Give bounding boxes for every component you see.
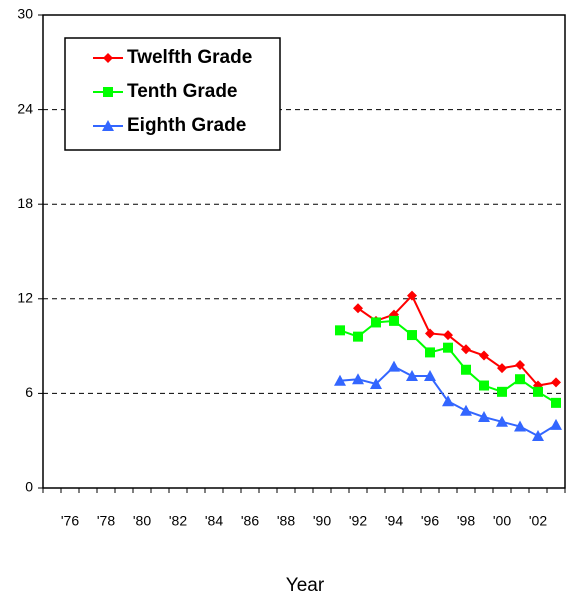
data-point xyxy=(425,347,435,358)
x-tick-label: '02 xyxy=(529,513,547,529)
x-tick-label: '90 xyxy=(313,513,331,529)
x-axis-label: Year xyxy=(286,575,325,596)
y-tick-label: 18 xyxy=(17,195,33,211)
data-point xyxy=(353,303,363,314)
y-tick-label: 0 xyxy=(25,479,33,495)
data-point xyxy=(478,411,490,423)
data-point xyxy=(352,373,364,385)
x-tick-label: '98 xyxy=(457,513,475,529)
data-point xyxy=(424,370,436,382)
x-tick-label: '94 xyxy=(385,513,403,529)
data-point xyxy=(407,330,417,341)
x-tick-label: '86 xyxy=(241,513,259,529)
data-point xyxy=(496,415,508,427)
data-point xyxy=(388,360,400,372)
data-point xyxy=(479,380,489,391)
legend-box xyxy=(64,37,281,151)
y-tick-label: 24 xyxy=(17,100,33,116)
data-point xyxy=(515,360,525,371)
data-point xyxy=(334,374,346,386)
x-tick-label: '00 xyxy=(493,513,511,529)
legend-label: Tenth Grade xyxy=(127,81,238,102)
data-point xyxy=(406,370,418,382)
data-point xyxy=(353,331,363,342)
data-point xyxy=(551,397,561,408)
data-point xyxy=(515,374,525,385)
legend-marker xyxy=(103,53,113,63)
data-point xyxy=(407,290,417,301)
x-tick-label: '82 xyxy=(169,513,187,529)
y-tick-label: 12 xyxy=(17,290,33,306)
legend-label: Twelfth Grade xyxy=(127,47,252,68)
data-point xyxy=(371,317,381,328)
data-point xyxy=(497,386,507,397)
data-point xyxy=(497,363,507,374)
y-tick-label: 6 xyxy=(25,384,33,400)
x-tick-label: '96 xyxy=(421,513,439,529)
data-point xyxy=(425,328,435,339)
data-point xyxy=(442,395,454,407)
legend-marker xyxy=(102,120,114,131)
x-tick-label: '76 xyxy=(61,513,79,529)
data-point xyxy=(335,325,345,336)
data-point xyxy=(370,377,382,389)
plot-frame xyxy=(42,14,566,489)
y-tick-label: 30 xyxy=(17,6,33,22)
data-point xyxy=(479,350,489,361)
data-point xyxy=(550,418,562,430)
data-point xyxy=(389,315,399,326)
data-point xyxy=(514,420,526,432)
x-tick-label: '84 xyxy=(205,513,223,529)
data-point xyxy=(443,342,453,353)
data-point xyxy=(551,377,561,388)
legend-marker xyxy=(103,87,113,97)
legend-label: Eighth Grade xyxy=(127,115,246,136)
data-point xyxy=(461,344,471,355)
x-tick-label: '80 xyxy=(133,513,151,529)
data-point xyxy=(532,429,544,441)
data-point xyxy=(460,404,472,416)
x-tick-label: '88 xyxy=(277,513,295,529)
data-point xyxy=(533,386,543,397)
x-tick-label: '78 xyxy=(97,513,115,529)
data-point xyxy=(461,364,471,375)
data-point xyxy=(443,330,453,341)
x-tick-label: '92 xyxy=(349,513,367,529)
